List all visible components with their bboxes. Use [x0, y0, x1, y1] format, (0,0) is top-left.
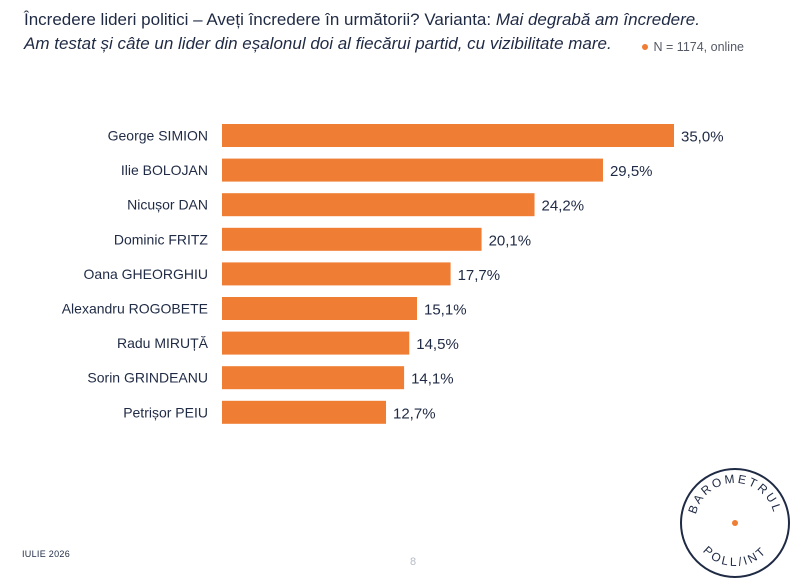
chart-title: Încredere lideri politici – Aveți încred…: [24, 8, 764, 56]
bar: [222, 193, 535, 217]
barometrul-pollint-logo: BAROMETRUL POLL/INT: [680, 468, 790, 578]
subtitle-text: Am testat și câte un lider din eșalonul …: [24, 34, 612, 53]
title-variant-text: Mai degrabă am încredere.: [495, 10, 700, 29]
footer-date: IULIE 2026: [22, 549, 71, 559]
svg-text:BAROMETRUL: BAROMETRUL: [685, 472, 785, 516]
data-label: 29,5%: [610, 163, 653, 180]
bullet-dot-icon: [641, 43, 648, 50]
data-label: 14,5%: [416, 336, 459, 353]
bar: [222, 124, 674, 147]
logo-dot-icon: [732, 520, 738, 526]
data-label: 12,7%: [393, 405, 436, 422]
bar: [222, 297, 418, 320]
logo-bottom-text: POLL/INT: [700, 543, 767, 569]
sample-size-text: N = 1174, online: [653, 40, 744, 54]
bar: [222, 158, 603, 182]
data-label: 24,2%: [542, 198, 585, 215]
title-line-1: Încredere lideri politici – Aveți încred…: [24, 8, 764, 32]
category-label: Oana GHEORGHIU: [84, 266, 208, 282]
category-label: Radu MIRUȚĂ: [117, 335, 209, 351]
data-label: 14,1%: [411, 371, 454, 388]
bar: [222, 262, 451, 286]
title-text: Încredere lideri politici – Aveți încred…: [24, 10, 496, 29]
page-number: 8: [410, 556, 417, 568]
bar: [222, 331, 410, 355]
logo-top-text: BAROMETRUL: [685, 472, 782, 516]
data-label: 35,0%: [681, 129, 724, 146]
category-label: Nicușor DAN: [127, 197, 208, 213]
bar: [222, 400, 387, 424]
data-label: 15,1%: [424, 302, 467, 319]
svg-text:POLL/INT: POLL/INT: [700, 543, 769, 569]
category-label: Petrișor PEIU: [123, 404, 208, 420]
category-label: George SIMION: [108, 128, 208, 144]
data-label: 17,7%: [458, 267, 501, 284]
bar: [222, 227, 482, 251]
category-label: Alexandru ROGOBETE: [62, 301, 208, 317]
category-label: Sorin GRINDEANU: [87, 370, 208, 386]
data-label: 20,1%: [489, 232, 532, 249]
category-label: Ilie BOLOJAN: [121, 162, 208, 178]
category-label: Dominic FRITZ: [114, 231, 209, 247]
bar: [222, 366, 405, 390]
sample-size-note: N = 1174, online: [641, 40, 744, 54]
title-line-2: Am testat și câte un lider din eșalonul …: [24, 32, 764, 56]
